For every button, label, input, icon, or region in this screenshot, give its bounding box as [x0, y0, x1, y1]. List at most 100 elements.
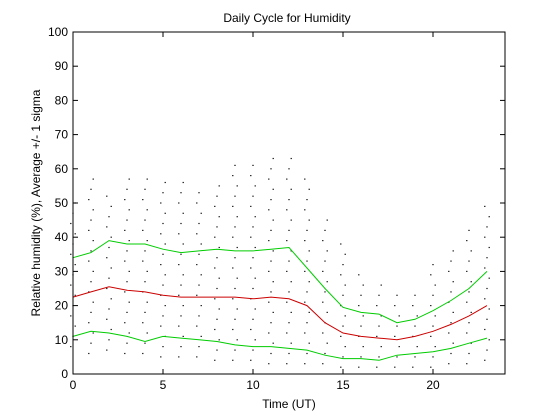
- chart-title: Daily Cycle for Humidity: [223, 11, 350, 25]
- scatter-point: [74, 294, 76, 296]
- scatter-point: [304, 363, 306, 365]
- x-tick-label: 0: [70, 378, 77, 392]
- scatter-point: [182, 274, 184, 276]
- scatter-point: [466, 363, 468, 365]
- series-line-average: [72, 286, 488, 341]
- scatter-point: [88, 322, 90, 324]
- scatter-point: [466, 332, 468, 334]
- scatter-point: [180, 284, 182, 286]
- scatter-point: [128, 270, 130, 272]
- scatter-point: [214, 267, 216, 269]
- scatter-point: [74, 233, 76, 235]
- scatter-point: [322, 301, 324, 303]
- scatter-point: [308, 342, 310, 344]
- scatter-point: [124, 260, 126, 262]
- scatter-point: [182, 212, 184, 214]
- y-tick-label: 0: [61, 367, 68, 381]
- scatter-point: [434, 346, 436, 348]
- scatter-point: [124, 229, 126, 231]
- scatter-point: [144, 250, 146, 252]
- scatter-point: [486, 226, 488, 228]
- scatter-point: [160, 325, 162, 327]
- observation-points: [70, 157, 490, 368]
- scatter-point: [430, 366, 432, 368]
- scatter-point: [88, 291, 90, 293]
- scatter-point: [270, 291, 272, 293]
- scatter-point: [252, 318, 254, 320]
- scatter-point: [272, 219, 274, 221]
- scatter-point: [272, 281, 274, 283]
- scatter-point: [164, 181, 166, 184]
- scatter-point: [180, 253, 182, 255]
- scatter-point: [308, 250, 310, 252]
- scatter-point: [214, 359, 216, 361]
- scatter-point: [236, 277, 238, 279]
- scatter-point: [144, 311, 146, 313]
- scatter-point: [286, 178, 288, 180]
- scatter-point: [432, 356, 434, 358]
- scatter-point: [450, 322, 452, 324]
- scatter-point: [322, 240, 324, 242]
- scatter-point: [216, 349, 218, 351]
- scatter-point: [272, 250, 274, 252]
- scatter-point: [484, 236, 486, 238]
- scatter-point: [486, 318, 488, 320]
- scatter-point: [360, 356, 362, 358]
- scatter-point: [468, 291, 470, 293]
- scatter-point: [126, 311, 128, 313]
- scatter-point: [416, 346, 418, 348]
- scatter-point: [396, 325, 398, 327]
- scatter-point: [124, 291, 126, 293]
- scatter-point: [164, 274, 166, 276]
- y-tick-label: 100: [48, 25, 68, 39]
- scatter-point: [254, 339, 256, 341]
- scatter-point: [324, 229, 326, 231]
- scatter-point: [142, 352, 144, 355]
- scatter-point: [398, 315, 400, 317]
- scatter-point: [344, 346, 346, 348]
- scatter-point: [146, 178, 148, 180]
- scatter-point: [196, 325, 198, 327]
- scatter-point: [468, 260, 470, 262]
- scatter-point: [216, 287, 218, 290]
- scatter-point: [196, 294, 198, 296]
- scatter-point: [340, 335, 342, 337]
- scatter-point: [270, 168, 272, 170]
- x-tick-label: 15: [336, 378, 350, 392]
- scatter-point: [254, 185, 256, 187]
- x-axis-label: Time (UT): [262, 397, 316, 411]
- scatter-point: [250, 236, 252, 238]
- scatter-point: [412, 305, 414, 307]
- scatter-point: [90, 188, 92, 190]
- scatter-point: [162, 346, 164, 348]
- y-tick-label: 30: [55, 264, 69, 278]
- scatter-point: [146, 270, 148, 272]
- scatter-point: [90, 250, 92, 252]
- scatter-point: [214, 236, 216, 238]
- scatter-point: [216, 318, 218, 320]
- scatter-point: [182, 335, 184, 337]
- scatter-point: [468, 322, 470, 324]
- scatter-point: [214, 328, 216, 331]
- scatter-point: [180, 346, 182, 348]
- scatter-point: [268, 363, 270, 365]
- scatter-point: [90, 342, 92, 344]
- scatter-point: [124, 352, 126, 355]
- scatter-point: [254, 308, 256, 310]
- scatter-point: [106, 257, 108, 259]
- scatter-point: [252, 195, 254, 197]
- plot-area: 0 5 10 15 20 0 10 20 30 40 50 60 70 80 90 100: [48, 25, 506, 392]
- scatter-point: [200, 243, 202, 245]
- y-axis-label: Relative humidity (%), Average +/- 1 sig…: [29, 89, 43, 316]
- scatter-point: [452, 342, 454, 344]
- scatter-point: [322, 332, 324, 334]
- scatter-point: [126, 281, 128, 283]
- scatter-point: [250, 205, 252, 207]
- scatter-point: [288, 352, 290, 355]
- scatter-point: [308, 188, 310, 190]
- scatter-point: [488, 308, 490, 310]
- scatter-point: [198, 253, 200, 255]
- scatter-point: [470, 281, 472, 283]
- scatter-point: [106, 195, 108, 197]
- scatter-point: [182, 305, 184, 307]
